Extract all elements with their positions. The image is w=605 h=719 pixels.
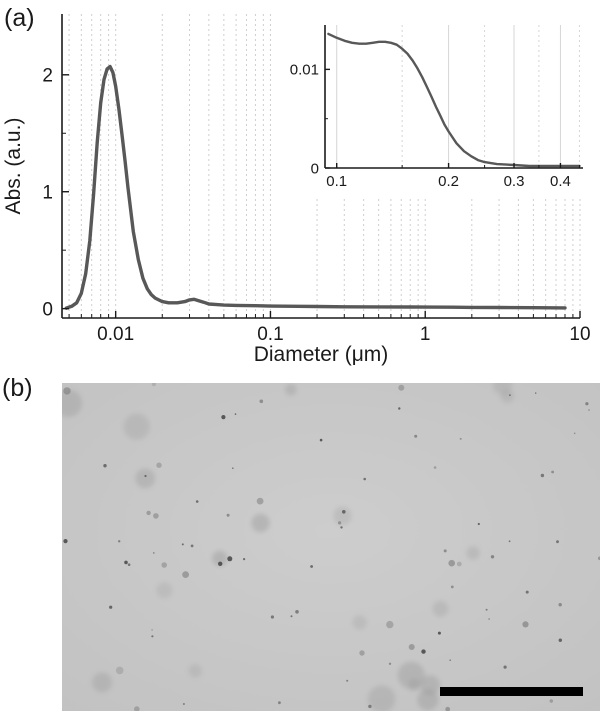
svg-text:0.3: 0.3 xyxy=(504,173,525,190)
svg-text:0.01: 0.01 xyxy=(97,324,134,345)
svg-text:0.1: 0.1 xyxy=(326,173,347,190)
svg-text:1: 1 xyxy=(420,324,431,345)
micrograph-field xyxy=(62,383,600,711)
svg-text:0: 0 xyxy=(311,160,319,177)
svg-text:0.01: 0.01 xyxy=(290,62,319,79)
micrograph-image xyxy=(62,383,600,711)
svg-text:0.4: 0.4 xyxy=(550,173,571,190)
svg-text:0.2: 0.2 xyxy=(438,173,459,190)
main-curve xyxy=(64,64,567,310)
svg-text:0.1: 0.1 xyxy=(257,324,283,345)
inset-curve xyxy=(327,32,581,168)
scale-bar xyxy=(440,687,583,696)
svg-text:0: 0 xyxy=(42,299,53,320)
y-axis-label: Abs. (a.u.) xyxy=(2,118,25,215)
panel-a-label: (a) xyxy=(4,4,35,32)
size-distribution-chart: 0.01 0.1 1 10 0 1 2 Diameter (μm) Abs. (a.u.) 0.1… xyxy=(2,14,591,366)
svg-text:10: 10 xyxy=(569,324,590,345)
panel-b-label: (b) xyxy=(2,374,33,402)
svg-text:1: 1 xyxy=(42,182,53,203)
svg-text:2: 2 xyxy=(42,65,53,86)
x-axis-label: Diameter (μm) xyxy=(254,343,389,366)
